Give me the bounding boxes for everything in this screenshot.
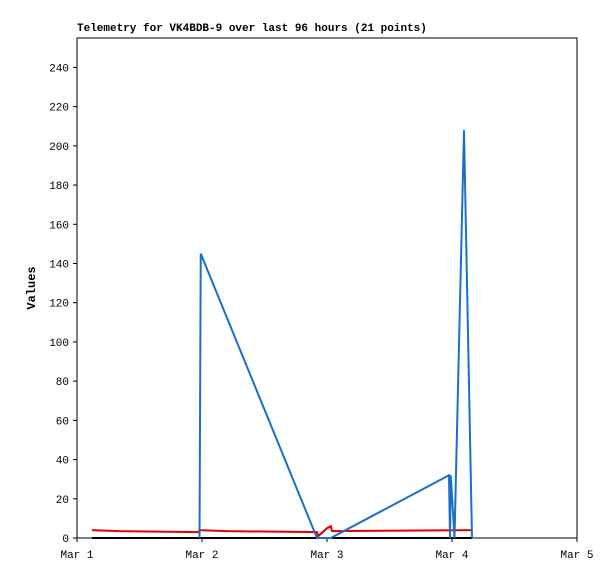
y-tick-label: 240 — [49, 63, 69, 75]
y-tick-label: 200 — [49, 142, 69, 154]
x-tick-label: Mar 5 — [560, 550, 593, 562]
y-tick-label: 60 — [56, 416, 69, 428]
x-tick-label: Mar 4 — [435, 550, 468, 562]
x-tick-label: Mar 2 — [185, 550, 218, 562]
y-tick-label: 40 — [56, 456, 69, 468]
x-tick-label: Mar 1 — [60, 550, 93, 562]
y-axis-label: Values — [25, 266, 39, 309]
y-tick-label: 120 — [49, 299, 69, 311]
x-tick-label: Mar 3 — [310, 550, 343, 562]
y-tick-label: 220 — [49, 103, 69, 115]
y-tick-label: 180 — [49, 181, 69, 193]
y-tick-label: 20 — [56, 495, 69, 507]
y-tick-label: 100 — [49, 338, 69, 350]
plot-frame — [76, 37, 578, 539]
chart-title: Telemetry for VK4BDB-9 over last 96 hour… — [77, 23, 427, 35]
y-tick-label: 160 — [49, 220, 69, 232]
series-line — [91, 524, 473, 538]
y-tick-label: 80 — [56, 377, 69, 389]
y-tick-label: 0 — [62, 534, 69, 546]
series-line — [198, 130, 473, 539]
y-tick-label: 140 — [49, 259, 69, 271]
